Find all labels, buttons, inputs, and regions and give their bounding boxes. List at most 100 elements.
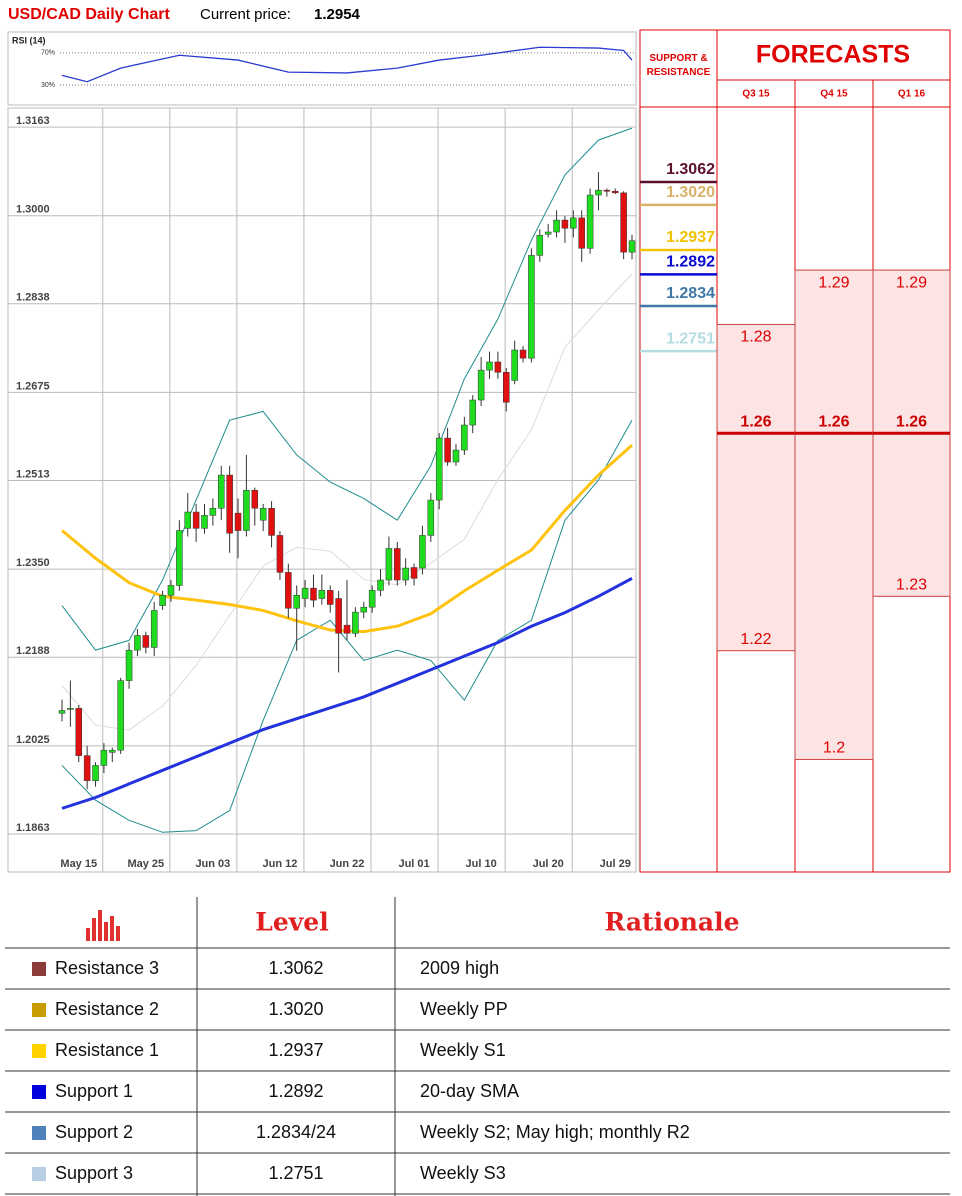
low-label: 1.22 xyxy=(740,631,771,648)
y-tick-label: 1.2025 xyxy=(16,734,50,746)
candle-body xyxy=(75,708,83,756)
candle-body xyxy=(394,548,401,581)
sr-label: 1.3020 xyxy=(666,184,715,201)
row-rationale: Weekly S2; May high; monthly R2 xyxy=(420,1122,690,1142)
x-tick-label: Jul 10 xyxy=(466,858,497,870)
candle-body xyxy=(486,361,493,371)
candle-body xyxy=(83,755,91,781)
table-header: Level xyxy=(255,908,328,937)
row-level: 1.2751 xyxy=(268,1163,323,1183)
sr-title: SUPPORT & RESISTANCE xyxy=(646,53,711,78)
y-tick-label: 1.3163 xyxy=(16,115,50,127)
candle-body xyxy=(603,189,611,192)
x-tick-label: May 25 xyxy=(127,858,164,870)
x-tick-label: Jun 12 xyxy=(263,858,298,870)
rsi-line xyxy=(61,46,633,83)
mid-label: 1.26 xyxy=(818,413,849,430)
candle-body xyxy=(293,594,300,609)
candle-body xyxy=(268,507,275,536)
candle-body xyxy=(343,624,351,634)
y-tick-label: 1.2675 xyxy=(16,380,50,392)
forecast-title: FORECASTS xyxy=(756,41,910,69)
row-swatch xyxy=(32,1167,46,1181)
row-rationale: Weekly S3 xyxy=(420,1163,506,1183)
candle-body xyxy=(167,585,175,596)
candle-body xyxy=(226,474,233,534)
quarter-label: Q1 16 xyxy=(898,89,926,100)
page-title: USD/CAD Daily Chart xyxy=(8,6,170,23)
candle-body xyxy=(117,680,124,751)
low-label: 1.2 xyxy=(823,740,845,757)
candle-body xyxy=(561,219,569,229)
row-rationale: 2009 high xyxy=(420,958,499,978)
candle-body xyxy=(100,749,108,766)
candle-body xyxy=(259,507,267,521)
row-swatch xyxy=(32,1044,46,1058)
indicator-line xyxy=(61,419,633,833)
candle-body xyxy=(285,572,292,609)
row-swatch xyxy=(32,962,46,976)
rsi-panel xyxy=(7,31,637,106)
row-rationale: Weekly PP xyxy=(420,999,508,1019)
candle-body xyxy=(586,194,594,249)
candle-body xyxy=(461,424,468,451)
candle-body xyxy=(435,437,443,501)
candle-body xyxy=(159,594,166,606)
candle-body xyxy=(67,708,74,710)
candle-body xyxy=(301,587,309,599)
candle-body xyxy=(125,649,133,681)
candle-body xyxy=(595,189,602,196)
row-name: Support 1 xyxy=(55,1081,133,1101)
candle-body xyxy=(234,512,242,531)
candle-body xyxy=(109,749,116,753)
y-tick-label: 1.2838 xyxy=(16,292,50,304)
candle-body xyxy=(318,590,326,599)
row-level: 1.2937 xyxy=(268,1040,323,1060)
row-rationale: Weekly S1 xyxy=(420,1040,506,1060)
x-tick-label: Jun 03 xyxy=(195,858,230,870)
candle-body xyxy=(58,710,66,714)
sr-label: 1.2937 xyxy=(666,229,715,246)
row-level: 1.2892 xyxy=(268,1081,323,1101)
candle-body xyxy=(544,231,552,235)
candle-body xyxy=(553,219,560,233)
low-label: 1.23 xyxy=(896,577,927,594)
y-tick-label: 1.2350 xyxy=(16,557,50,569)
y-tick-label: 1.3000 xyxy=(16,204,50,216)
candle-body xyxy=(150,610,158,648)
candle-body xyxy=(536,235,544,256)
candle-body xyxy=(519,349,527,359)
candle-body xyxy=(385,548,393,581)
candle-body xyxy=(620,192,627,253)
quarter-label: Q4 15 xyxy=(820,89,848,100)
sr-label: 1.3062 xyxy=(666,161,715,178)
candle-body xyxy=(184,511,191,529)
x-tick-label: Jul 20 xyxy=(533,858,564,870)
high-label: 1.28 xyxy=(740,329,771,346)
mid-label: 1.26 xyxy=(896,413,927,430)
candle-body xyxy=(326,590,334,605)
candle-body xyxy=(335,598,342,634)
panel-title: RSI (14) xyxy=(12,35,46,45)
sr-label: 1.2892 xyxy=(666,254,715,271)
candle-body xyxy=(494,361,502,373)
candle-body xyxy=(528,255,535,359)
y-tick-label: 70% xyxy=(41,50,55,57)
sr-label: 1.2834 xyxy=(666,285,715,302)
candle-body xyxy=(243,490,250,531)
candle-body xyxy=(377,579,384,591)
candle-body xyxy=(360,606,368,613)
plot-area xyxy=(7,107,637,873)
row-swatch xyxy=(32,1126,46,1140)
x-tick-label: Jul 01 xyxy=(398,858,429,870)
candle-body xyxy=(427,499,435,536)
high-label: 1.29 xyxy=(896,274,927,291)
candle-body xyxy=(92,765,99,781)
x-tick-label: Jun 22 xyxy=(330,858,365,870)
candle-body xyxy=(368,590,376,608)
candle-body xyxy=(209,507,217,516)
row-rationale: 20-day SMA xyxy=(420,1081,519,1101)
x-tick-label: May 15 xyxy=(60,858,97,870)
row-level: 1.3020 xyxy=(268,999,323,1019)
